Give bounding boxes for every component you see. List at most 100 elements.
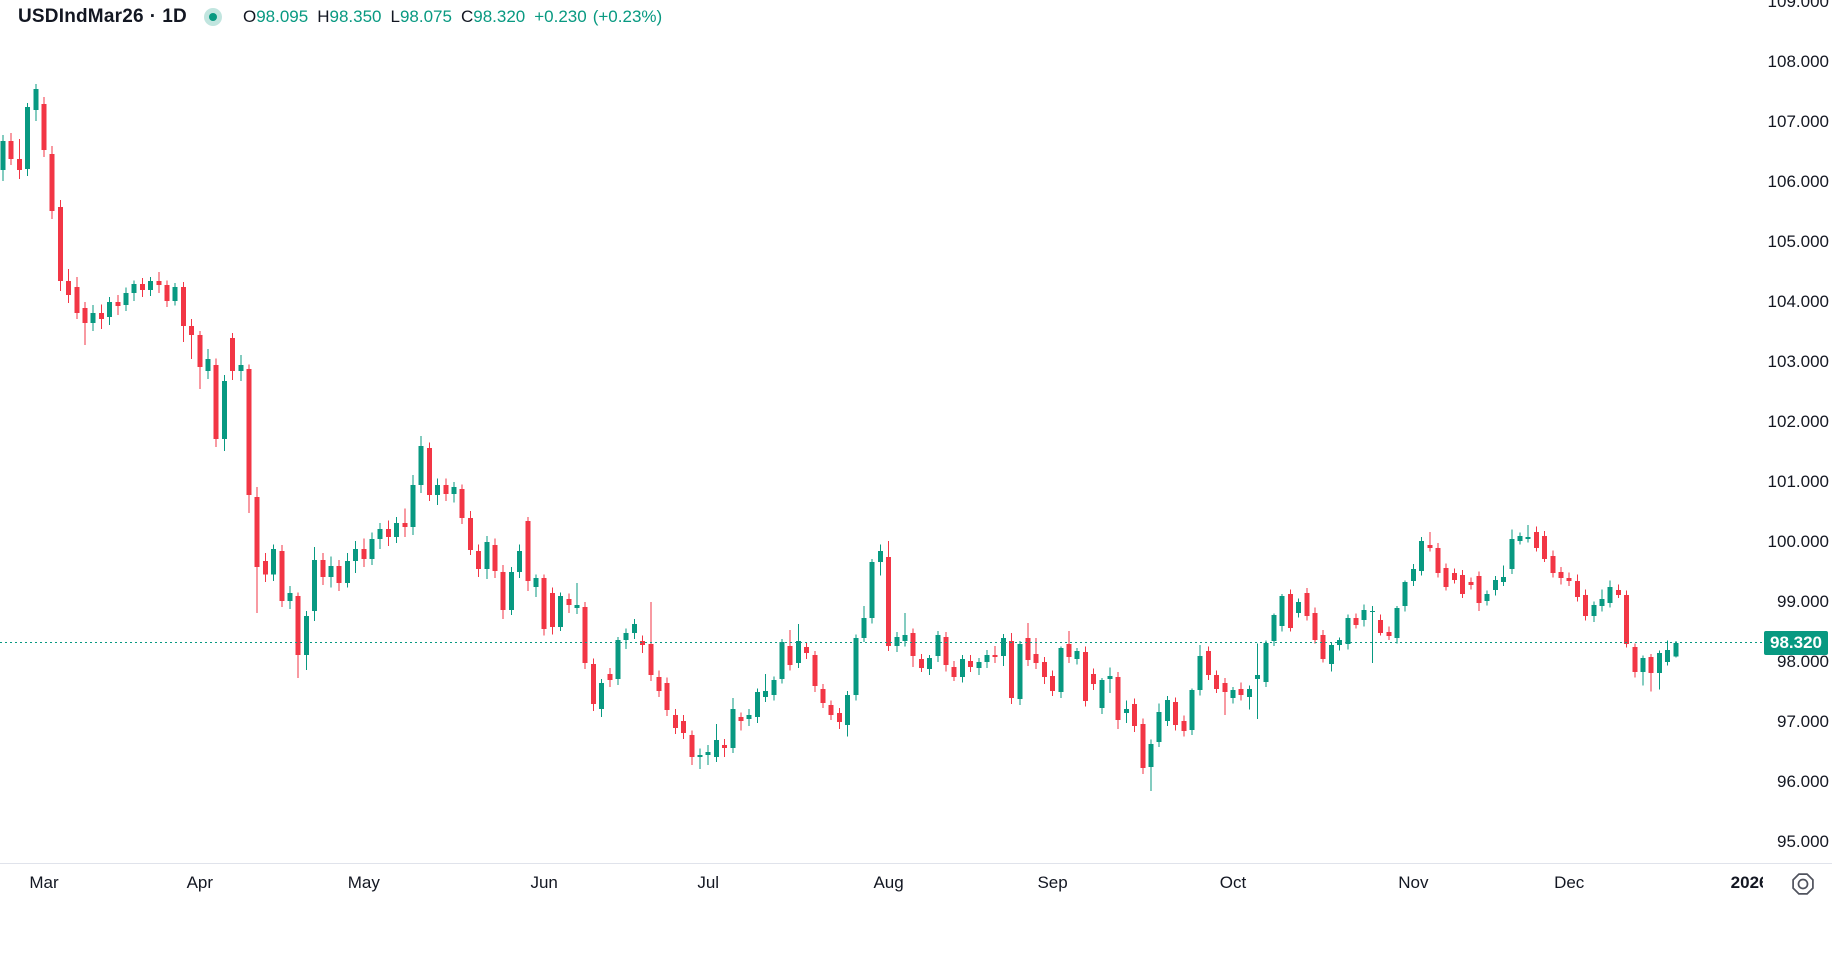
candle xyxy=(1058,646,1064,698)
candle xyxy=(959,654,965,683)
candle xyxy=(82,302,88,346)
candle xyxy=(812,651,818,692)
time-axis-label: Oct xyxy=(1219,873,1247,892)
price-tick-label: 102.000 xyxy=(1767,412,1829,431)
candle xyxy=(853,634,859,701)
candle xyxy=(254,486,260,613)
candle xyxy=(968,654,974,673)
candle xyxy=(1640,655,1646,686)
candle xyxy=(771,676,777,701)
candle xyxy=(804,642,810,659)
candle xyxy=(681,714,687,739)
candle xyxy=(1378,614,1384,636)
candle xyxy=(271,544,277,581)
candle xyxy=(107,297,113,325)
candle xyxy=(1648,654,1654,692)
candle xyxy=(1476,571,1482,611)
candle xyxy=(295,592,301,679)
candle xyxy=(221,375,227,451)
candle xyxy=(582,602,588,670)
price-tick-label: 100.000 xyxy=(1767,532,1829,551)
candle xyxy=(951,660,957,682)
candle xyxy=(377,522,383,550)
price-axis[interactable]: 109.000 108.000 107.000 106.000 105.000 104.0… xyxy=(1763,0,1832,863)
candle xyxy=(262,552,268,583)
candle xyxy=(1320,630,1326,663)
symbol-title[interactable]: USDIndMar26 · 1D xyxy=(18,6,187,28)
candle xyxy=(1123,700,1129,724)
time-axis-label: Aug xyxy=(873,873,904,892)
axis-settings-button[interactable] xyxy=(1788,871,1818,896)
candle xyxy=(648,602,654,682)
candle xyxy=(656,670,662,697)
candle xyxy=(0,135,6,181)
candle xyxy=(426,442,432,502)
interval-label[interactable]: 1D xyxy=(162,6,187,27)
candle xyxy=(238,354,244,382)
candle xyxy=(1665,640,1671,666)
candle xyxy=(123,287,129,311)
candle xyxy=(336,560,342,592)
candle xyxy=(730,698,736,754)
candle xyxy=(1140,718,1146,775)
candle xyxy=(230,333,236,380)
candle xyxy=(869,558,875,624)
ohlc-values-row: O98.095 H98.350 L98.075 C98.320 +0.230 (… xyxy=(243,7,668,27)
candle xyxy=(1533,526,1539,552)
candle xyxy=(722,738,728,757)
candle xyxy=(828,700,834,721)
candle xyxy=(287,585,293,610)
time-axis[interactable]: Mar Apr May Jun Jul Aug Sep Oct Nov Dec 2026 xyxy=(0,864,1763,904)
candle xyxy=(1443,563,1449,591)
candle xyxy=(836,708,842,730)
price-tick-label: 104.000 xyxy=(1767,292,1829,311)
candle xyxy=(672,708,678,734)
candle xyxy=(1074,648,1080,665)
candle xyxy=(910,628,916,667)
candle xyxy=(353,540,359,574)
candle xyxy=(459,484,465,524)
candle xyxy=(303,611,309,670)
candle xyxy=(1615,584,1621,598)
symbol-name[interactable]: USDIndMar26 xyxy=(18,6,144,27)
candle xyxy=(156,272,162,293)
candle xyxy=(1214,670,1220,694)
candle xyxy=(787,630,793,671)
candle xyxy=(500,564,506,619)
candle xyxy=(1246,685,1252,710)
candle xyxy=(484,536,490,580)
candle xyxy=(1000,633,1006,667)
candle xyxy=(1148,739,1154,791)
candle xyxy=(1410,564,1416,586)
price-tick-label: 107.000 xyxy=(1767,112,1829,131)
candle xyxy=(1607,580,1613,608)
candle xyxy=(131,280,137,301)
candle xyxy=(517,544,523,578)
candle xyxy=(1271,613,1277,646)
price-tick-label: 108.000 xyxy=(1767,52,1829,71)
candle xyxy=(1222,678,1228,715)
candle xyxy=(541,574,547,636)
candle xyxy=(8,132,14,166)
candle xyxy=(385,520,391,547)
candle xyxy=(599,678,605,718)
candle xyxy=(1369,606,1375,664)
candle xyxy=(1460,570,1466,598)
candle xyxy=(795,624,801,668)
candle xyxy=(246,364,252,514)
time-axis-label: May xyxy=(347,873,380,892)
candle xyxy=(1304,588,1310,621)
candle xyxy=(713,723,719,763)
candle xyxy=(33,84,39,121)
candle xyxy=(549,587,555,635)
candle xyxy=(566,593,572,613)
candle xyxy=(1386,626,1392,640)
candle xyxy=(984,650,990,668)
candle xyxy=(590,658,596,712)
candle xyxy=(1509,529,1515,574)
candle xyxy=(902,612,908,647)
time-axis-label: Mar xyxy=(29,873,59,892)
candle xyxy=(1632,643,1638,678)
last-price-tag: 98.320 xyxy=(1764,630,1828,655)
